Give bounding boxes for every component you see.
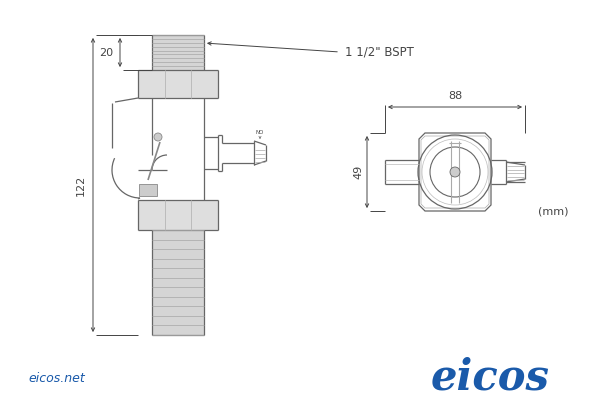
Text: 1 1/2" BSPT: 1 1/2" BSPT: [345, 46, 414, 58]
Text: 122: 122: [76, 174, 86, 196]
Circle shape: [154, 133, 162, 141]
Bar: [152, 35, 204, 70]
Text: NO: NO: [256, 130, 264, 135]
Bar: [138, 70, 218, 98]
Text: 49: 49: [353, 165, 363, 179]
Text: (mm): (mm): [538, 207, 568, 217]
Text: eicos.net: eicos.net: [28, 372, 85, 384]
Text: 88: 88: [448, 91, 462, 101]
Bar: [152, 230, 204, 335]
Circle shape: [450, 167, 460, 177]
Bar: [139, 184, 157, 196]
Bar: [138, 200, 218, 230]
Text: 20: 20: [99, 48, 113, 58]
Text: eicos: eicos: [431, 357, 550, 399]
